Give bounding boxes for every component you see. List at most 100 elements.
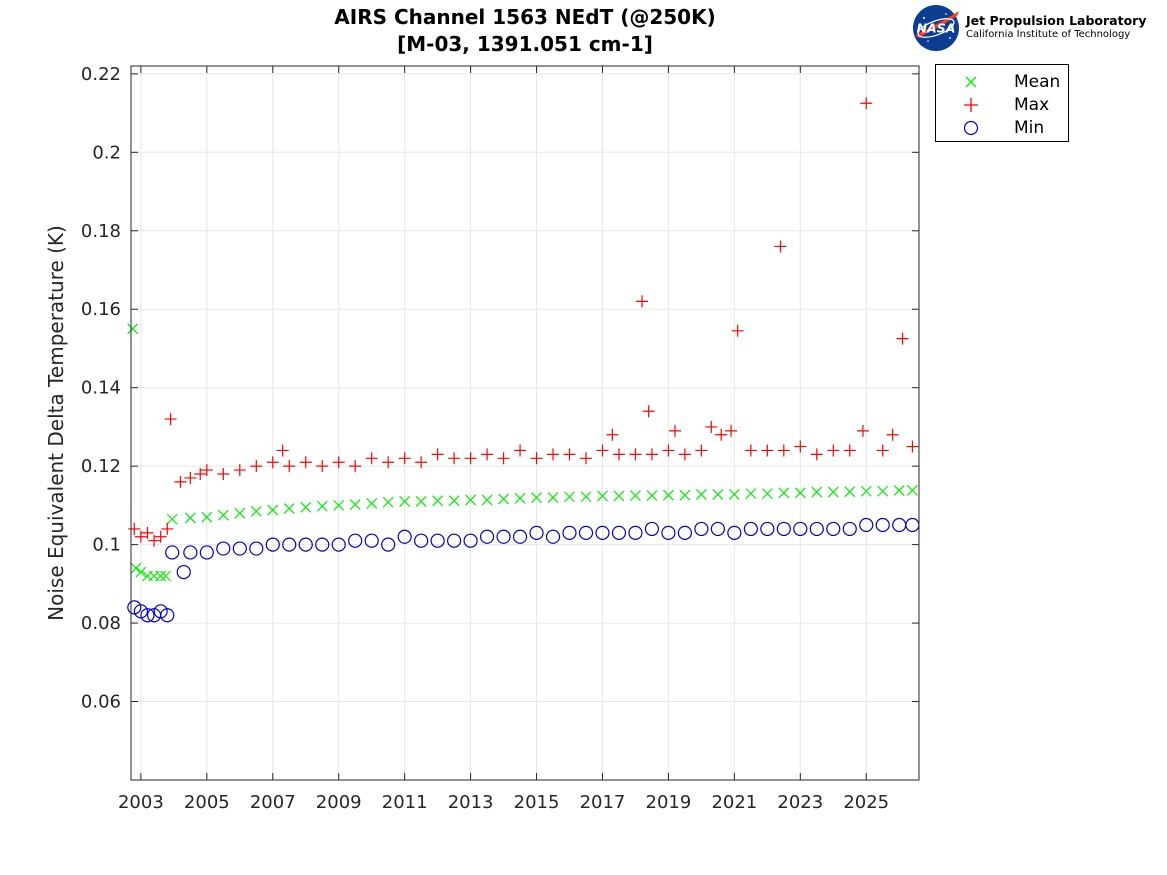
point-mean xyxy=(844,486,856,498)
point-max xyxy=(276,444,289,457)
chart-title: AIRS Channel 1563 NEdT (@250K) xyxy=(334,5,716,29)
point-max xyxy=(464,452,477,465)
point-min xyxy=(463,533,478,548)
point-mean xyxy=(893,485,905,496)
point-mean xyxy=(728,488,740,500)
point-max xyxy=(415,456,428,469)
point-max xyxy=(530,452,543,465)
point-max xyxy=(678,448,691,461)
point-mean xyxy=(778,487,790,499)
point-min xyxy=(165,545,180,560)
point-min xyxy=(562,525,577,540)
point-max xyxy=(349,460,362,473)
point-mean xyxy=(415,496,427,507)
y-tick-label: 0.12 xyxy=(81,456,121,477)
legend-item-min: Min xyxy=(936,117,1070,139)
point-max xyxy=(174,475,187,488)
point-min xyxy=(176,564,191,580)
point-mean xyxy=(811,486,823,498)
point-min xyxy=(381,537,396,552)
point-min xyxy=(578,525,594,540)
point-max xyxy=(774,240,787,253)
point-min xyxy=(859,517,874,533)
point-max xyxy=(398,452,411,465)
point-mean xyxy=(712,488,724,500)
point-min xyxy=(397,529,412,544)
point-min xyxy=(644,521,660,537)
point-max xyxy=(332,456,345,469)
mean-marker-icon xyxy=(965,76,977,88)
y-tick-label: 0.08 xyxy=(81,613,121,634)
series-max xyxy=(128,97,919,547)
point-mean xyxy=(827,486,839,498)
y-tick-labels: 0.06 0.08 0.1 0.12 0.14 0.16 0.18 0.2 0.22 xyxy=(81,64,121,713)
point-min xyxy=(694,521,709,537)
point-max xyxy=(715,428,728,441)
point-max xyxy=(194,468,207,480)
point-mean xyxy=(877,485,889,497)
point-mean xyxy=(316,500,328,512)
legend-label-max: Max xyxy=(1014,95,1050,115)
min-marker-icon xyxy=(963,120,979,136)
point-min xyxy=(265,537,280,552)
grid-lines xyxy=(131,66,919,780)
point-max xyxy=(856,424,869,437)
point-min xyxy=(331,537,346,552)
point-max xyxy=(134,530,147,543)
x-tick-label: 2025 xyxy=(843,792,889,813)
point-mean xyxy=(349,499,361,511)
point-max xyxy=(731,324,744,337)
point-max xyxy=(843,444,856,457)
point-min xyxy=(595,525,610,540)
point-min xyxy=(430,533,445,548)
x-tick-label: 2017 xyxy=(580,792,626,813)
point-max xyxy=(612,448,625,461)
point-mean xyxy=(130,562,142,574)
point-max xyxy=(431,448,444,461)
point-min xyxy=(140,608,155,623)
y-tick-label: 0.06 xyxy=(81,692,121,713)
plot-area xyxy=(131,66,919,780)
point-mean xyxy=(646,490,658,502)
point-mean xyxy=(135,566,147,578)
point-mean xyxy=(745,488,757,500)
point-mean xyxy=(580,491,592,503)
point-mean xyxy=(184,512,196,524)
point-min xyxy=(315,537,330,552)
point-mean xyxy=(382,496,394,508)
x-tick-label: 2015 xyxy=(514,792,560,813)
point-min xyxy=(249,541,264,556)
y-tick-label: 0.14 xyxy=(81,378,121,399)
point-min xyxy=(661,525,676,540)
point-max xyxy=(299,456,312,469)
plot-frame xyxy=(130,65,920,781)
point-max xyxy=(794,440,807,453)
x-tick-label: 2007 xyxy=(250,792,296,813)
point-mean xyxy=(630,490,641,502)
point-max xyxy=(744,444,757,457)
point-mean xyxy=(201,511,213,523)
point-max xyxy=(636,295,649,308)
point-mean xyxy=(679,489,691,501)
point-max xyxy=(283,460,296,473)
y-axis-label: Noise Equivalent Delta Temperature (K) xyxy=(44,225,68,621)
point-max xyxy=(161,522,174,535)
point-max xyxy=(606,428,619,441)
point-mean xyxy=(906,485,918,496)
point-mean xyxy=(662,489,674,501)
point-max xyxy=(645,448,658,461)
point-max xyxy=(725,424,738,437)
x-tick-label: 2019 xyxy=(646,792,692,813)
point-min xyxy=(727,525,742,540)
point-max xyxy=(547,448,560,461)
point-mean xyxy=(366,497,378,509)
point-mean xyxy=(432,495,444,507)
point-min xyxy=(364,533,379,548)
point-mean xyxy=(399,496,411,507)
point-mean xyxy=(597,490,608,502)
y-tick-label: 0.16 xyxy=(81,299,121,320)
point-max xyxy=(217,468,230,480)
point-mean xyxy=(613,490,625,502)
point-mean xyxy=(283,503,295,514)
point-min xyxy=(611,525,627,540)
